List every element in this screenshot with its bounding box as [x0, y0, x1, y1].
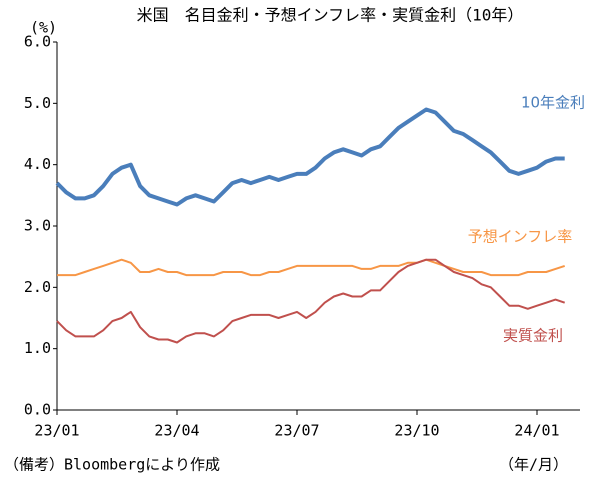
y-tick-label: 3.0 [24, 217, 51, 235]
y-tick-label: 6.0 [24, 33, 51, 51]
y-tick-label: 0.0 [24, 401, 51, 419]
y-tick-label: 2.0 [24, 278, 51, 296]
series-label: 10年金利 [521, 94, 585, 112]
y-unit: (%) [30, 19, 57, 37]
x-tick-label: 23/04 [154, 422, 199, 440]
x-tick-label: 24/01 [514, 422, 559, 440]
chart-title: 米国 名目金利・予想インフレ率・実質金利（10年） [137, 6, 524, 25]
series-line [55, 107, 565, 207]
y-tick-label: 5.0 [24, 94, 51, 112]
series-label: 予想インフレ率 [468, 228, 573, 246]
series-label: 実質金利 [503, 327, 563, 345]
series-line [56, 258, 566, 344]
x-tick-label: 23/10 [394, 422, 439, 440]
x-unit: （年/月） [499, 456, 568, 474]
x-tick-label: 23/01 [34, 422, 79, 440]
note: （備考）Bloombergにより作成 [4, 456, 220, 474]
series-line [57, 258, 566, 277]
x-tick-label: 23/07 [274, 422, 319, 440]
y-tick-label: 1.0 [24, 339, 51, 357]
y-tick-label: 4.0 [24, 155, 51, 173]
